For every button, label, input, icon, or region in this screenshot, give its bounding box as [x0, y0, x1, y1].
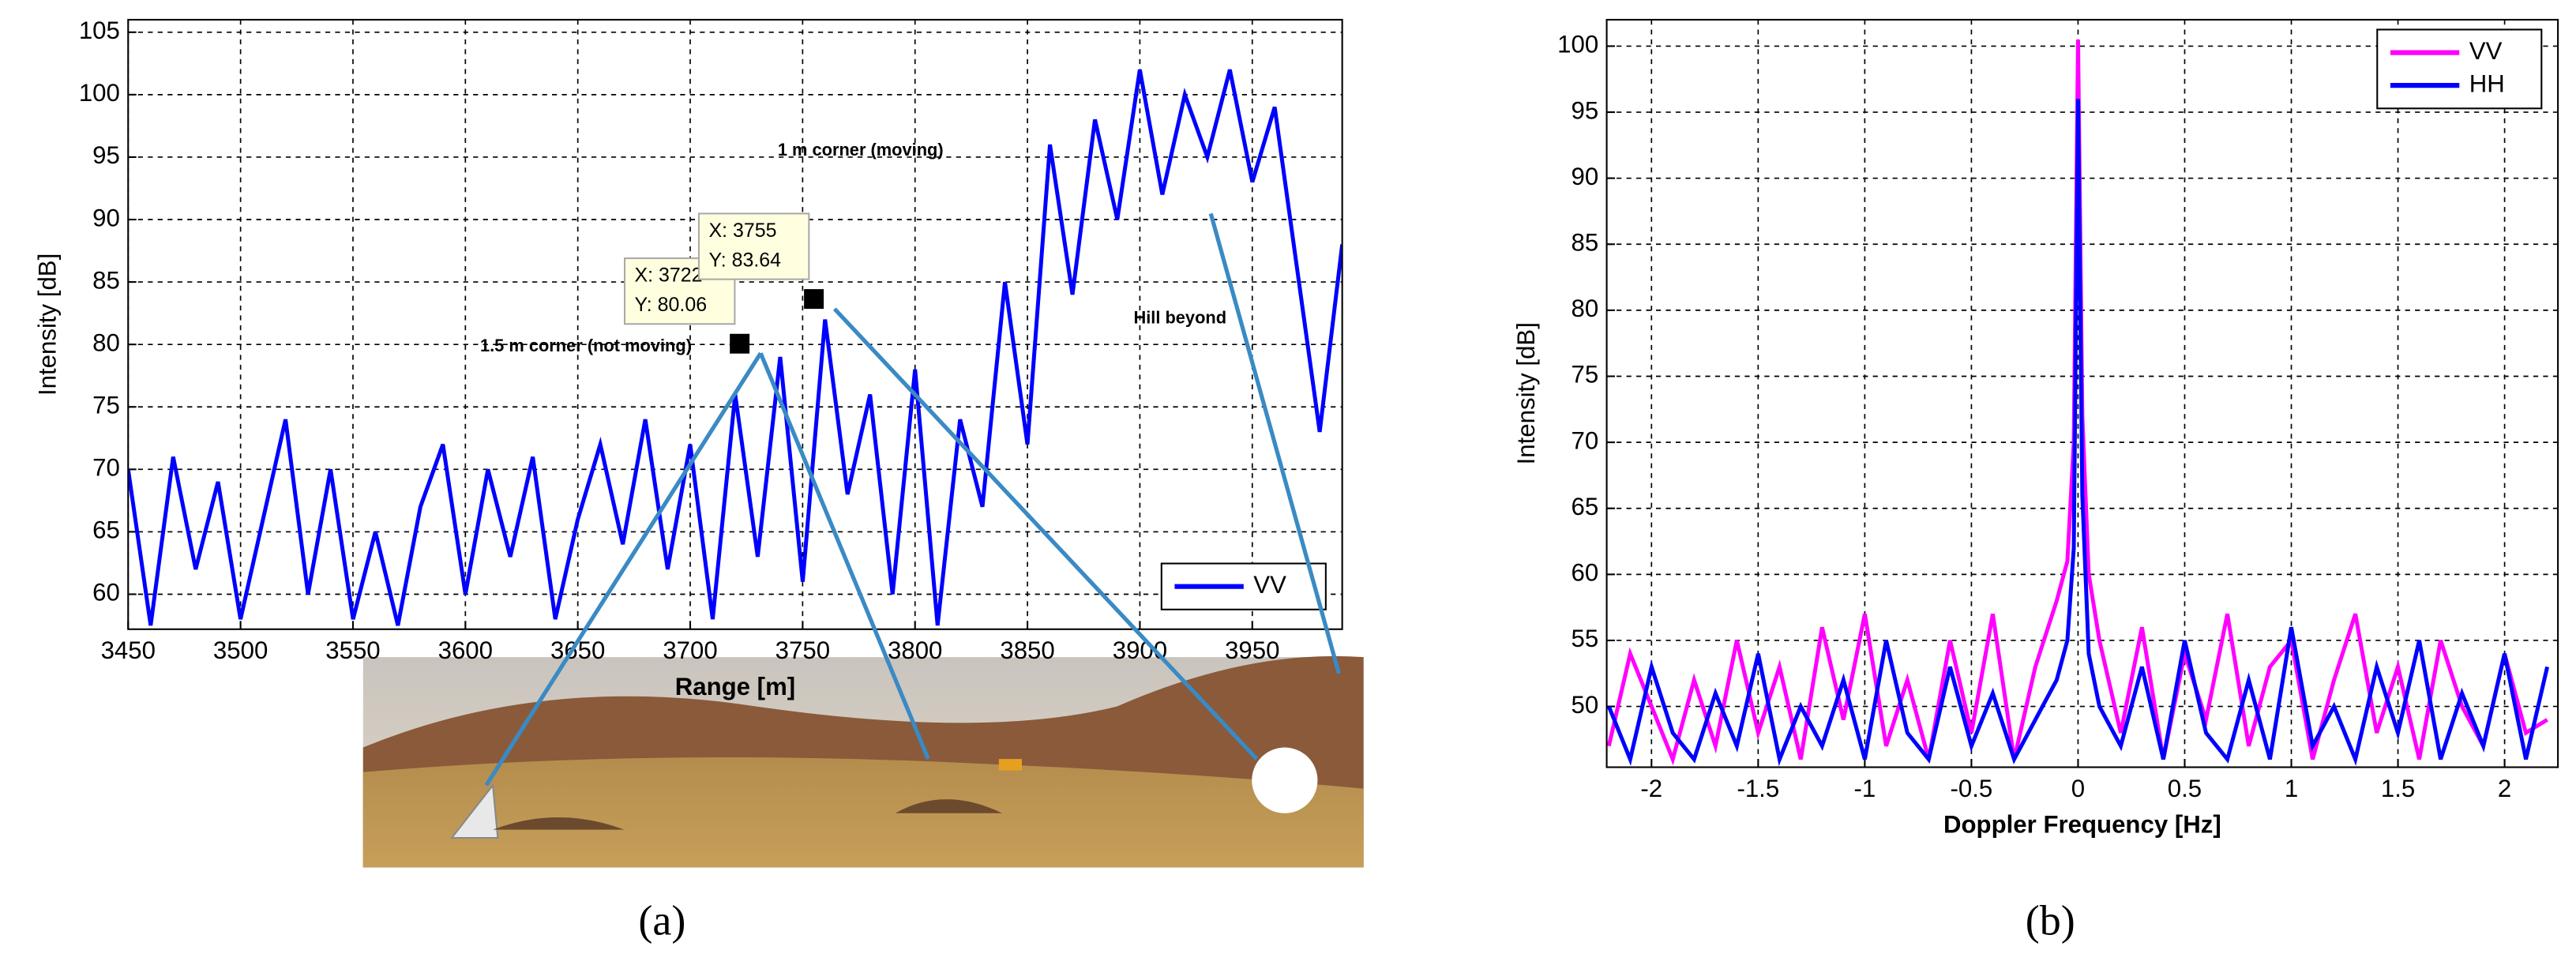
y-tick-label: 65 [1571, 493, 1598, 520]
data-tip-y: Y: 80.06 [635, 294, 708, 316]
y-tick-label: 60 [92, 579, 120, 606]
y-tick-label: 95 [1571, 96, 1598, 124]
y-axis-label: Intensity [dB] [1512, 322, 1540, 464]
x-tick-label: 3550 [325, 636, 380, 664]
x-tick-label: 3850 [1000, 636, 1054, 664]
x-tick-label: 2 [2498, 775, 2511, 802]
data-point-marker [730, 333, 750, 354]
y-tick-label: 80 [92, 329, 120, 356]
y-tick-label: 85 [1571, 229, 1598, 257]
x-tick-label: 3900 [1113, 636, 1167, 664]
y-tick-label: 70 [92, 454, 120, 482]
y-tick-label: 90 [92, 204, 120, 231]
x-tick-label: -2 [1640, 775, 1662, 802]
x-tick-label: 3450 [101, 636, 156, 664]
annotation-note: 1.5 m corner (not moving) [480, 336, 692, 355]
x-tick-label: 3750 [775, 636, 830, 664]
plot-frame [1605, 18, 2559, 768]
photo-a [362, 655, 1364, 868]
annotation-note: Hill beyond [1133, 307, 1226, 327]
data-line [1606, 99, 2550, 767]
y-tick-label: 65 [92, 516, 120, 544]
data-tip-x: X: 3755 [708, 220, 776, 242]
data-point-marker [804, 289, 824, 310]
y-tick-label: 50 [1571, 691, 1598, 719]
y-tick-label: 90 [1571, 163, 1598, 190]
x-tick-label: 3600 [438, 636, 493, 664]
y-tick-label: 105 [79, 17, 120, 44]
x-tick-label: 1 [2285, 775, 2298, 802]
x-axis-label: Range [m] [675, 673, 795, 700]
y-tick-label: 70 [1571, 426, 1598, 454]
x-tick-label: -1.5 [1737, 775, 1779, 802]
x-axis-label: Doppler Frequency [Hz] [1943, 811, 2221, 839]
legend-box [2376, 28, 2543, 110]
x-tick-label: 3950 [1225, 636, 1279, 664]
x-tick-label: 3500 [213, 636, 268, 664]
legend-label: VV [2469, 37, 2503, 65]
data-tip-y: Y: 83.64 [708, 249, 781, 271]
y-tick-label: 80 [1571, 295, 1598, 322]
panel-label: (a) [638, 897, 685, 944]
callout-lines [484, 212, 1341, 787]
legend-label: VV [1253, 571, 1286, 599]
x-tick-label: 3800 [888, 636, 942, 664]
legend-label: HH [2469, 69, 2505, 97]
y-tick-label: 55 [1571, 625, 1598, 652]
y-tick-label: 100 [79, 79, 120, 107]
y-tick-label: 75 [1571, 361, 1598, 389]
data-tip-x: X: 3722 [635, 265, 703, 287]
x-tick-label: -1 [1854, 775, 1876, 802]
x-tick-label: 3700 [663, 636, 717, 664]
panel-label: (b) [2026, 897, 2075, 944]
x-tick-label: 0.5 [2168, 775, 2202, 802]
plot-frame [127, 18, 1343, 630]
y-tick-label: 100 [1557, 31, 1598, 58]
data-line [1606, 39, 2548, 766]
y-tick-label: 85 [92, 266, 120, 294]
y-tick-label: 95 [92, 141, 120, 169]
annotation-note: 1 m corner (moving) [778, 140, 944, 160]
x-tick-label: 0 [2071, 775, 2085, 802]
y-axis-label: Intensity [dB] [34, 253, 62, 396]
data-tip-box [697, 212, 810, 280]
x-tick-label: -0.5 [1951, 775, 1993, 802]
y-tick-label: 75 [92, 391, 120, 419]
y-tick-label: 60 [1571, 559, 1598, 587]
x-tick-label: 1.5 [2381, 775, 2415, 802]
